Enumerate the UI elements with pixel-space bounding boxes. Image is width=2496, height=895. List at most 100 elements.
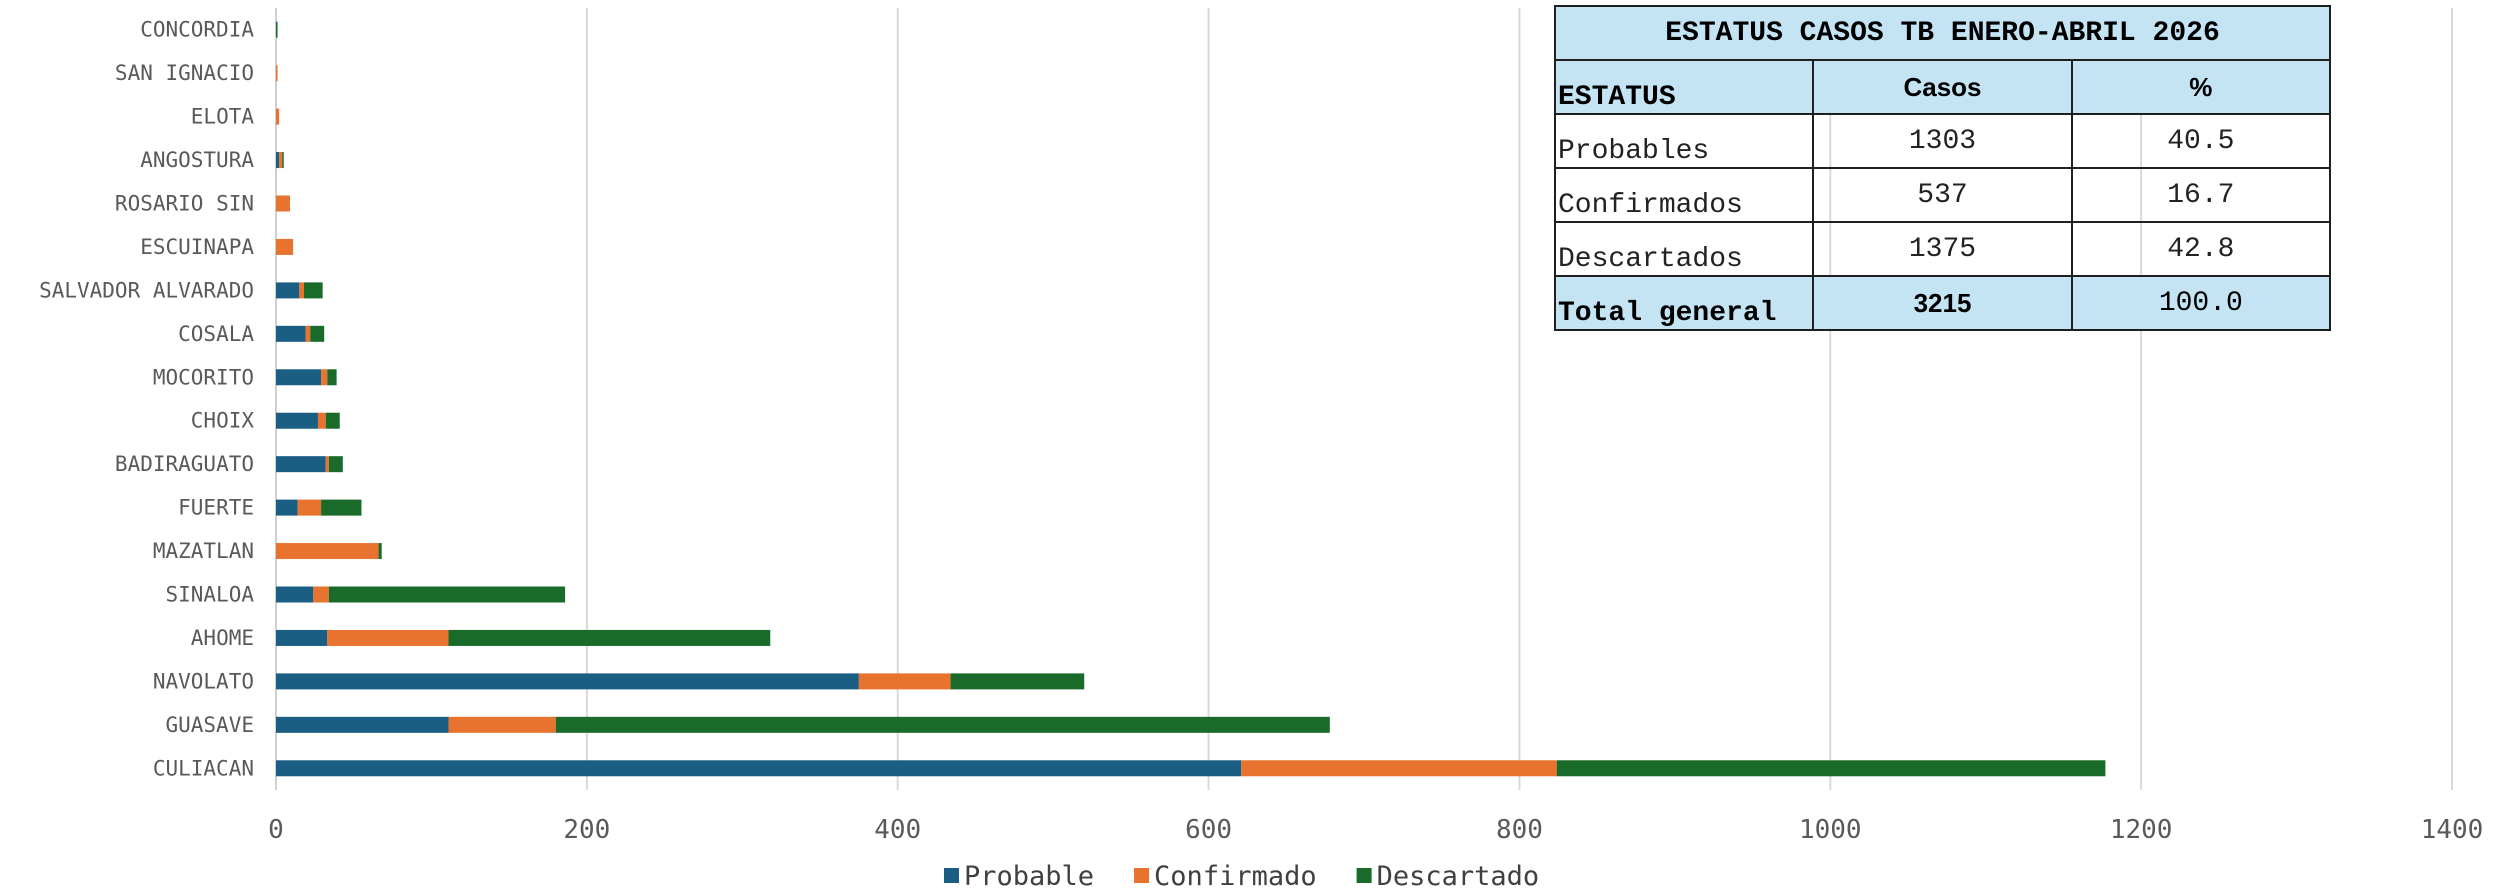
bar-segment	[327, 629, 449, 646]
bar-segment	[325, 412, 340, 429]
bar-segment	[305, 325, 311, 342]
legend-swatch	[1134, 868, 1150, 883]
legend-label: Descartado	[1377, 861, 1540, 892]
legend-item: Confirmado	[1134, 861, 1317, 892]
category-label: CULIACAN	[153, 756, 254, 780]
category-label: ANGOSTURA	[140, 148, 254, 172]
category-label: GUASAVE	[165, 713, 254, 737]
bar-segment	[276, 412, 318, 429]
bar-segment	[276, 325, 306, 342]
row-status: Confirmados	[1553, 167, 1815, 223]
x-tick-label: 400	[874, 815, 921, 845]
bar-segment	[276, 195, 290, 212]
bar-segment	[276, 673, 859, 690]
x-tick-label: 1200	[2110, 815, 2173, 845]
category-label: MOCORITO	[153, 365, 254, 389]
legend-label: Confirmado	[1154, 861, 1317, 892]
header-casos: Casos	[1812, 59, 2073, 115]
bars	[276, 21, 2106, 777]
bar-segment	[325, 456, 329, 473]
bar-segment	[317, 412, 326, 429]
category-label: FUERTE	[178, 496, 254, 520]
category-label: SALVADOR ALVARADO	[39, 278, 254, 302]
legend-item: Probable	[944, 861, 1094, 892]
row-percent: 16.7	[2070, 167, 2332, 223]
table-title: ESTATUS CASOS TB ENERO-ABRIL 2026	[1554, 5, 2331, 61]
table-row: Descartados 1375 42.8	[1553, 221, 2332, 277]
category-label: CHOIX	[191, 409, 255, 433]
header-estatus: ESTATUS	[1553, 59, 1815, 115]
bar-segment	[555, 716, 1330, 733]
bar-segment	[276, 65, 278, 82]
bar-segment	[1556, 760, 2106, 777]
total-label: Total general	[1553, 275, 1815, 331]
legend-label: Probable	[964, 861, 1094, 892]
bar-segment	[858, 673, 951, 690]
category-label: AHOME	[191, 626, 254, 650]
legend-item: Descartado	[1356, 861, 1540, 892]
bar-segment	[950, 673, 1085, 690]
bar-segment	[328, 586, 566, 603]
status-summary-table: ESTATUS CASOS TB ENERO-ABRIL 2026 ESTATU…	[1553, 5, 2332, 331]
row-casos: 537	[1812, 167, 2073, 223]
bar-segment	[378, 543, 382, 560]
table-total-row: Total general 3215 100.0	[1553, 275, 2332, 331]
row-percent: 42.8	[2070, 221, 2332, 277]
bar-segment	[313, 586, 329, 603]
category-label: ELOTA	[191, 105, 255, 129]
bar-segment	[276, 369, 322, 386]
bar-segment	[321, 369, 328, 386]
table-row: Probables 1303 40.5	[1553, 113, 2332, 169]
category-label: CONCORDIA	[140, 18, 254, 42]
bar-segment	[276, 716, 449, 733]
table-row: Confirmados 537 16.7	[1553, 167, 2332, 223]
bar-segment	[327, 369, 337, 386]
bar-segment	[448, 716, 556, 733]
category-label: NAVOLATO	[153, 669, 254, 693]
legend: Probable Confirmado Descartado	[944, 861, 1539, 892]
bar-segment	[297, 499, 322, 516]
total-casos: 3215	[1812, 275, 2073, 331]
header-percent: %	[2070, 59, 2332, 115]
x-tick-label: 200	[563, 815, 610, 845]
bar-segment	[276, 499, 298, 516]
bar-segment	[279, 152, 283, 169]
x-tick-label: 1000	[1799, 815, 1862, 845]
legend-swatch	[944, 868, 959, 883]
bar-segment	[276, 760, 1242, 777]
row-percent: 40.5	[2070, 113, 2332, 169]
bar-segment	[276, 629, 328, 646]
bar-segment	[276, 282, 300, 299]
bar-segment	[303, 282, 323, 299]
bar-segment	[448, 629, 771, 646]
legend-swatch	[1356, 868, 1372, 883]
bar-segment	[276, 238, 294, 255]
bar-segment	[276, 108, 280, 125]
bar-segment	[276, 456, 326, 473]
bar-segment	[328, 456, 343, 473]
bar-segment	[276, 21, 278, 38]
category-labels: CULIACAN GUASAVE NAVOLATO AHOME SINALOA MAZAT…	[39, 18, 254, 781]
bar-segment	[276, 152, 280, 169]
row-casos: 1303	[1812, 113, 2073, 169]
bar-segment	[321, 499, 362, 516]
row-casos: 1375	[1812, 221, 2073, 277]
bar-segment	[299, 282, 304, 299]
category-label: COSALA	[178, 322, 254, 346]
category-label: BADIRAGUATO	[115, 452, 254, 476]
category-label: ESCUINAPA	[140, 235, 254, 259]
row-status: Probables	[1553, 113, 1815, 169]
x-tick-label: 600	[1185, 815, 1232, 845]
row-status: Descartados	[1553, 221, 1815, 277]
x-tick-labels: 0 200 400 600 800 1000 1200 1400	[268, 815, 2483, 845]
table-header-row: ESTATUS Casos %	[1553, 59, 2332, 115]
bar-segment	[310, 325, 325, 342]
category-label: SAN IGNACIO	[115, 61, 254, 85]
x-tick-label: 1400	[2421, 815, 2484, 845]
bar-segment	[1241, 760, 1557, 777]
category-label: SINALOA	[165, 583, 254, 607]
bar-segment	[276, 543, 379, 560]
total-percent: 100.0	[2070, 275, 2332, 331]
bar-segment	[282, 152, 284, 169]
